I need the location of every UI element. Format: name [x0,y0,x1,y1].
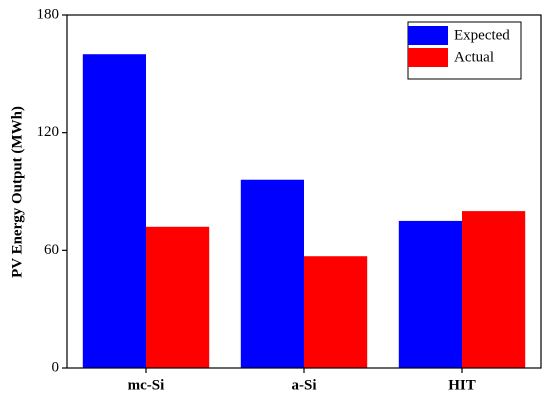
legend-swatch [408,48,448,67]
bar [146,226,210,368]
bar [398,220,462,368]
bar [240,179,304,368]
x-tick-label: mc-Si [128,377,165,393]
x-tick-label: a-Si [291,377,316,393]
y-axis-label: PV Energy Output (MWh) [9,106,25,278]
legend-swatch [408,26,448,45]
x-tick-label: HIT [448,377,476,393]
plot-frame [66,14,542,369]
bar [304,256,368,368]
legend-label: Actual [454,49,494,65]
y-tick-label: 120 [37,124,60,140]
y-tick-label: 0 [52,359,60,375]
bar [462,211,526,368]
y-tick-label: 180 [37,6,60,22]
bar [82,54,146,368]
y-tick-label: 60 [44,242,59,258]
legend-label: Expected [454,27,510,43]
